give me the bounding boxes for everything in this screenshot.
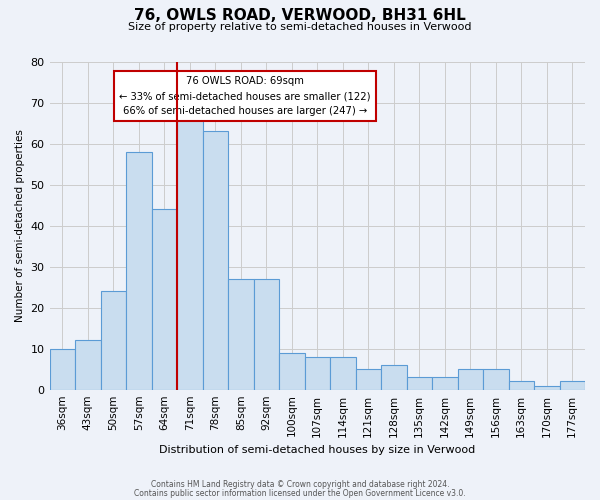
Bar — [50, 348, 75, 390]
Bar — [330, 357, 356, 390]
Bar — [483, 369, 509, 390]
Bar — [381, 365, 407, 390]
Bar — [101, 291, 126, 390]
Y-axis label: Number of semi-detached properties: Number of semi-detached properties — [15, 129, 25, 322]
Bar — [560, 382, 585, 390]
Bar — [356, 369, 381, 390]
Bar — [279, 353, 305, 390]
Bar — [509, 382, 534, 390]
Text: Size of property relative to semi-detached houses in Verwood: Size of property relative to semi-detach… — [128, 22, 472, 32]
Bar — [177, 119, 203, 390]
X-axis label: Distribution of semi-detached houses by size in Verwood: Distribution of semi-detached houses by … — [159, 445, 475, 455]
Bar — [305, 357, 330, 390]
Text: Contains HM Land Registry data © Crown copyright and database right 2024.: Contains HM Land Registry data © Crown c… — [151, 480, 449, 489]
Bar — [407, 378, 432, 390]
Bar — [254, 279, 279, 390]
Bar — [126, 152, 152, 390]
Text: 76, OWLS ROAD, VERWOOD, BH31 6HL: 76, OWLS ROAD, VERWOOD, BH31 6HL — [134, 8, 466, 22]
Bar — [228, 279, 254, 390]
Bar — [432, 378, 458, 390]
Bar — [75, 340, 101, 390]
Text: 76 OWLS ROAD: 69sqm
← 33% of semi-detached houses are smaller (122)
66% of semi-: 76 OWLS ROAD: 69sqm ← 33% of semi-detach… — [119, 76, 371, 116]
Bar — [534, 386, 560, 390]
Bar — [458, 369, 483, 390]
Bar — [152, 209, 177, 390]
Bar — [203, 131, 228, 390]
Text: Contains public sector information licensed under the Open Government Licence v3: Contains public sector information licen… — [134, 488, 466, 498]
